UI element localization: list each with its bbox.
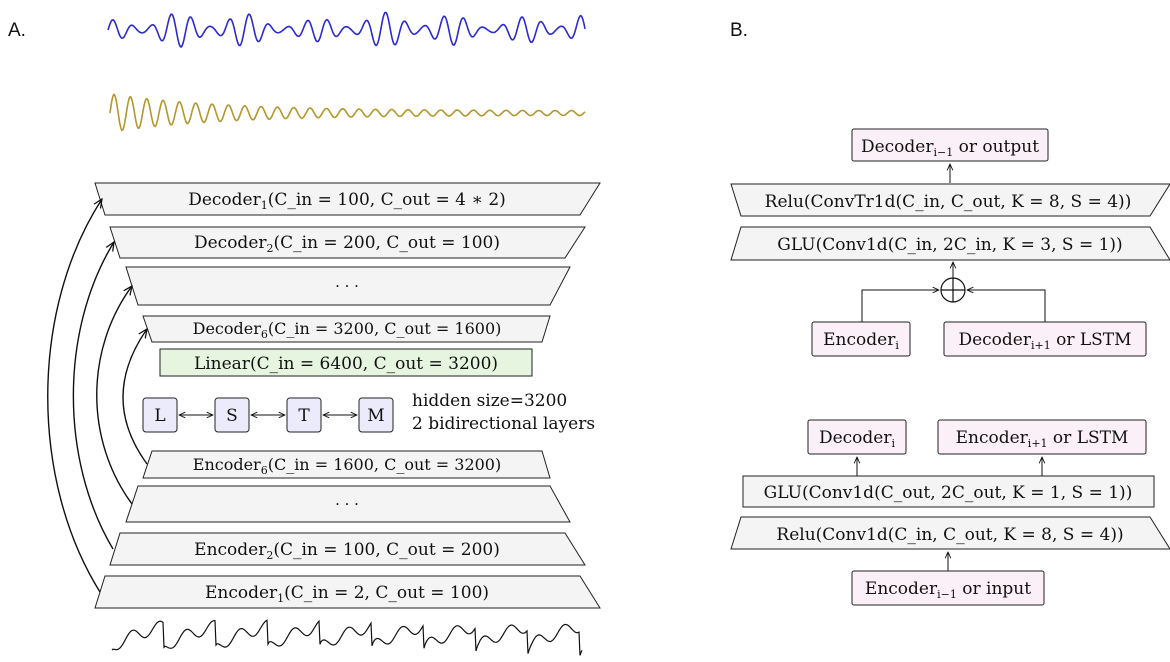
encoder-1-name: Encoder: [205, 583, 278, 603]
encoder-1-params: (C_in = 2, C_out = 100): [284, 583, 489, 603]
panel-a-label: A.: [8, 20, 26, 41]
encoder-6-name: Encoder: [193, 455, 261, 474]
b-encoder-relu: Relu(Conv1d(C_in, C_out, K = 8, S = 4)): [776, 525, 1123, 545]
output-waveform-gold: [110, 94, 585, 130]
output-waveform-blue: [108, 13, 585, 48]
b-decoder-glu-block: GLU(Conv1d(C_in, 2C_in, K = 3, S = 1)): [731, 227, 1170, 260]
lstm-box-s: S: [226, 406, 238, 426]
b-decoder-relu-block: Relu(ConvTr1d(C_in, C_out, K = 8, S = 4)…: [731, 184, 1170, 216]
skip-arrow-3: [97, 286, 132, 504]
b-encoder-i-box: Encoderi: [812, 322, 910, 356]
svg-text:Decoder6(C_in = 3200, C_out =: Decoder6(C_in = 3200, C_out = 1600): [193, 319, 502, 341]
panel-b-label: B.: [730, 20, 748, 41]
b-decoder-next-box: Decoderi+1 or LSTM: [944, 322, 1146, 356]
encoder-2-name: Encoder: [194, 540, 267, 560]
b-encoder-next-box: Encoderi+1 or LSTM: [938, 420, 1146, 454]
input-waveform: [112, 620, 582, 655]
encoder-6-params: (C_in = 1600, C_out = 3200): [268, 455, 502, 474]
b-decoder-relu: Relu(ConvTr1d(C_in, C_out, K = 8, S = 4)…: [765, 192, 1132, 212]
lstm-box-m: M: [367, 406, 384, 426]
b-encoder-input-box: Encoderi−1 or input: [852, 571, 1044, 605]
decoder-6-name: Decoder: [193, 319, 262, 338]
b-arrow-encoder-to-sum: [862, 290, 939, 322]
decoder-1-name: Decoder: [188, 190, 261, 210]
encoder-ellipsis: · · ·: [335, 495, 359, 513]
encoder-2-block: Encoder2(C_in = 100, C_out = 200): [110, 533, 585, 565]
encoder-dots-block: · · ·: [126, 486, 570, 522]
lstm-box-l: L: [154, 406, 165, 426]
decoder-1-params: (C_in = 100, C_out = 4 ∗ 2): [268, 190, 506, 210]
decoder-1-block: Decoder1(C_in = 100, C_out = 4 ∗ 2): [95, 183, 600, 215]
skip-arrow-2: [73, 242, 114, 549]
decoder-2-params: (C_in = 200, C_out = 100): [274, 233, 501, 253]
b-decoder-i-box: Decoderi: [808, 420, 906, 454]
decoder-ellipsis: · · ·: [335, 277, 359, 295]
svg-text:Encoderi: Encoderi: [823, 330, 899, 352]
b-decoder-glu: GLU(Conv1d(C_in, 2C_in, K = 3, S = 1)): [777, 235, 1122, 255]
svg-text:Linear(C_in = 6400, C_out = 32: Linear(C_in = 6400, C_out = 3200): [194, 354, 498, 374]
decoder-dots-block: · · ·: [126, 267, 570, 305]
b-encoder-glu-block: GLU(Conv1d(C_out, 2C_out, K = 1, S = 1)): [743, 476, 1154, 507]
b-decoder-output-box: Decoderi−1 or output: [852, 129, 1048, 161]
linear-params: (C_in = 6400, C_out = 3200): [250, 354, 498, 374]
decoder-2-block: Decoder2(C_in = 200, C_out = 100): [110, 227, 585, 258]
decoder-2-name: Decoder: [194, 233, 267, 253]
b-encoder-relu-block: Relu(Conv1d(C_in, C_out, K = 8, S = 4)): [731, 517, 1170, 549]
decoder-6-block: Decoder6(C_in = 3200, C_out = 1600): [143, 316, 550, 342]
b-encoder-glu: GLU(Conv1d(C_out, 2C_out, K = 1, S = 1)): [764, 483, 1133, 503]
b-sum-node: [941, 278, 965, 302]
svg-text:Encoder1(C_in = 2, C_out = 100: Encoder1(C_in = 2, C_out = 100): [205, 583, 489, 605]
b-arrow-decoder-to-sum: [967, 290, 1045, 322]
svg-text:Decoder2(C_in = 200, C_out = 1: Decoder2(C_in = 200, C_out = 100): [194, 233, 500, 255]
lstm-box-t: T: [298, 406, 310, 426]
svg-text:Decoderi: Decoderi: [819, 428, 896, 450]
lstm-block: L S T M hidden size=3200 2 bidirectional…: [143, 391, 595, 434]
svg-text:Decoder1(C_in = 100, C_out = 4: Decoder1(C_in = 100, C_out = 4 ∗ 2): [188, 190, 506, 212]
linear-name: Linear: [194, 354, 251, 374]
skip-arrow-4: [123, 329, 147, 464]
decoder-6-params: (C_in = 3200, C_out = 1600): [268, 319, 502, 338]
linear-block: Linear(C_in = 6400, C_out = 3200): [160, 349, 532, 376]
encoder-1-block: Encoder1(C_in = 2, C_out = 100): [95, 576, 600, 608]
lstm-hidden-size: hidden size=3200: [412, 391, 567, 411]
lstm-layers: 2 bidirectional layers: [412, 414, 595, 434]
skip-arrow-1: [48, 199, 102, 592]
encoder-2-params: (C_in = 100, C_out = 200): [273, 540, 500, 560]
encoder-6-block: Encoder6(C_in = 1600, C_out = 3200): [143, 451, 550, 478]
svg-text:Encoder6(C_in = 1600, C_out =: Encoder6(C_in = 1600, C_out = 3200): [193, 455, 501, 477]
svg-text:Encoder2(C_in = 100, C_out = 2: Encoder2(C_in = 100, C_out = 200): [194, 540, 500, 562]
